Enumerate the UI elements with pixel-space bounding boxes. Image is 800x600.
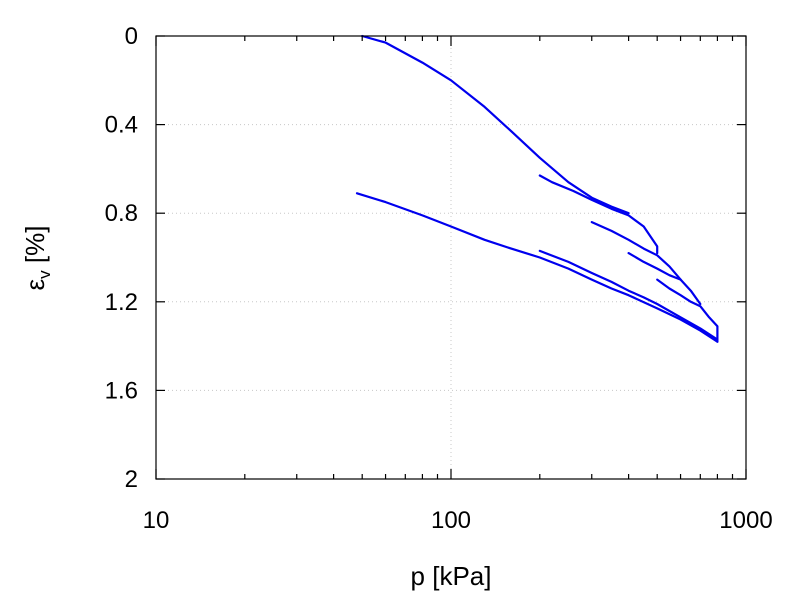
y-tick-label: 1.2 xyxy=(105,289,138,316)
y-tick-label: 2 xyxy=(125,466,138,493)
y-axis-label-subscript: v xyxy=(35,270,54,279)
y-tick-label: 1.6 xyxy=(105,377,138,404)
series-line-3 xyxy=(590,221,682,281)
y-axis-label-unit: [%] xyxy=(20,226,50,271)
x-axis-label: p [kPa] xyxy=(411,561,492,591)
series-line-5 xyxy=(656,278,719,343)
y-axis-label: εv [%] xyxy=(20,226,54,291)
series-layer xyxy=(355,34,719,343)
y-axis-label-symbol: ε xyxy=(20,278,50,290)
series-line-2 xyxy=(538,174,659,255)
y-tick-label: 0.4 xyxy=(105,112,138,139)
y-tick-label: 0 xyxy=(125,23,138,50)
grid-lines xyxy=(155,35,747,480)
axis-ticks xyxy=(155,35,747,480)
series-line-6 xyxy=(355,192,719,343)
tick-labels: 0 0.4 0.8 1.2 1.6 210 100 1000 xyxy=(105,23,773,534)
series-line-7 xyxy=(538,249,719,341)
x-tick-label: 100 xyxy=(431,507,471,534)
x-tick-label: 1000 xyxy=(719,507,772,534)
series-line-4 xyxy=(627,252,702,306)
x-tick-label: 10 xyxy=(143,507,170,534)
y-tick-label: 0.8 xyxy=(105,200,138,227)
series-line-1 xyxy=(361,34,630,215)
